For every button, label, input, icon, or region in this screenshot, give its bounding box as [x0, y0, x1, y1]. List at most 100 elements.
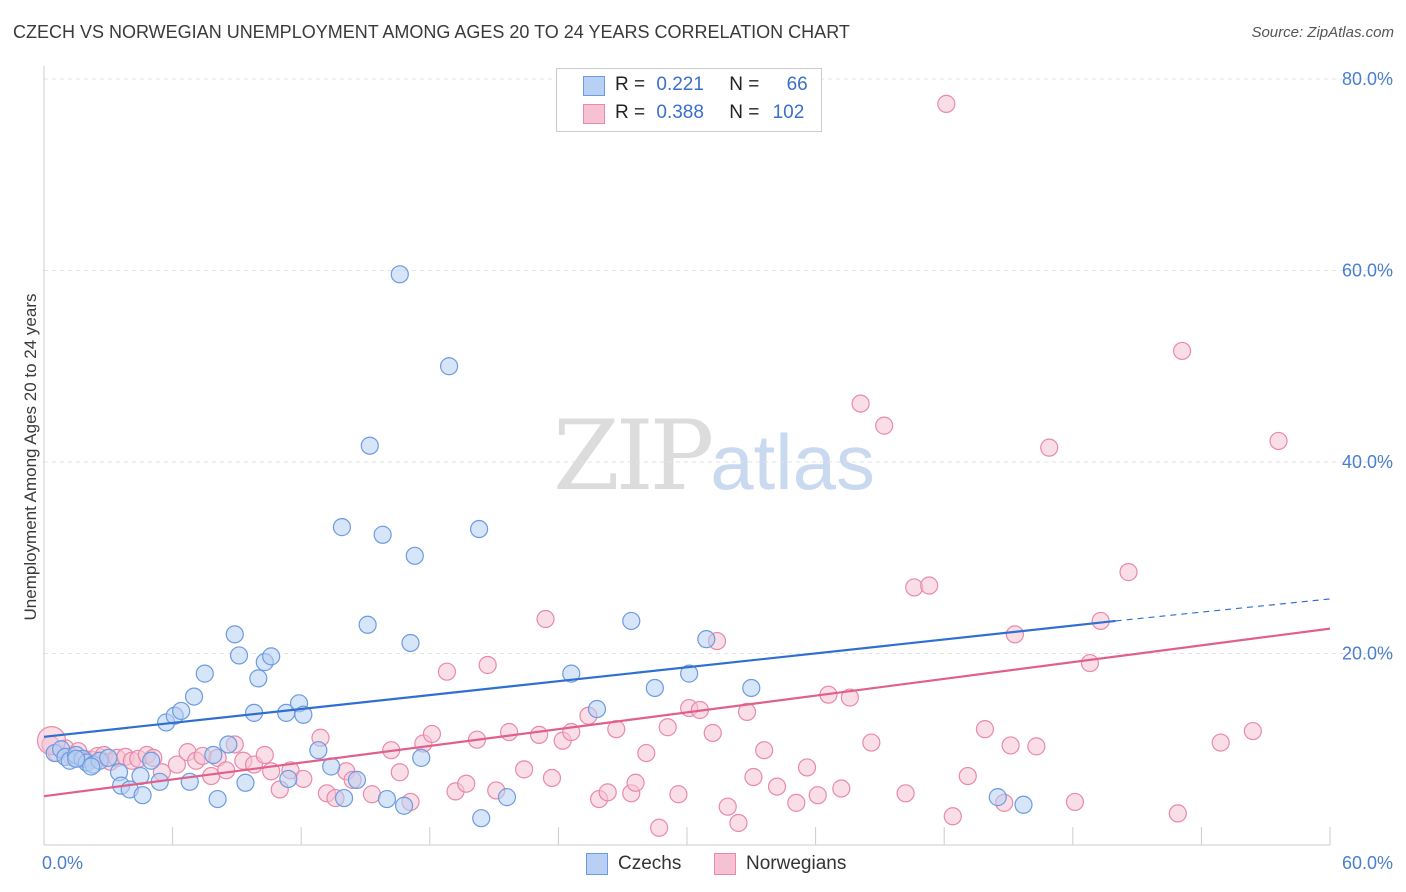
norwegians-point — [515, 760, 534, 779]
norwegians-point — [797, 758, 817, 777]
norwegians-point — [422, 724, 442, 744]
legend-r-value: 0.388 — [656, 102, 704, 123]
czechs-point — [469, 519, 489, 539]
czechs-point — [377, 789, 397, 809]
czechs-point — [622, 611, 641, 631]
czechs-point — [680, 664, 699, 683]
legend-r-value: 0.221 — [656, 74, 704, 95]
czechs-point — [497, 788, 517, 807]
y-tick-label: 80.0% — [1342, 69, 1393, 89]
norwegians-point — [658, 718, 677, 737]
norwegians-point — [729, 813, 748, 833]
norwegians-point — [737, 702, 757, 722]
czechs-point — [294, 705, 313, 724]
czechs-trend-extension — [1115, 598, 1331, 622]
czechs-point — [225, 625, 244, 644]
norwegians-point — [808, 786, 827, 805]
chart-title: CZECH VS NORWEGIAN UNEMPLOYMENT AMONG AG… — [13, 22, 850, 42]
czechs-points — [45, 265, 1033, 828]
norwegians-point — [920, 576, 939, 595]
norwegians-point — [958, 766, 977, 786]
czechs-swatch — [583, 76, 605, 96]
norwegians-point — [637, 743, 656, 763]
norwegians-point — [744, 767, 763, 787]
norwegians-point — [1001, 736, 1020, 755]
norwegians-point — [1211, 733, 1230, 752]
czechs-point — [195, 664, 214, 683]
czechs-point — [219, 735, 238, 754]
czechs-point — [587, 699, 607, 719]
czechs-point — [262, 647, 281, 666]
x-tick-label: 60.0% — [1342, 853, 1393, 873]
czechs-point — [373, 525, 392, 544]
czechs-point — [184, 687, 204, 706]
norwegians-point — [703, 723, 722, 743]
norwegians-point — [536, 609, 555, 629]
czechs-point — [208, 789, 227, 809]
norwegians-point — [1173, 341, 1192, 361]
norwegians-point — [478, 655, 497, 675]
y-tick-label: 20.0% — [1342, 644, 1393, 664]
czechs-point — [347, 770, 367, 789]
czechs-point — [133, 786, 152, 805]
norwegians-point — [437, 662, 457, 681]
czechs-point — [236, 773, 255, 792]
norwegians-trend-line — [43, 627, 1331, 798]
norwegians-point — [542, 768, 562, 788]
norwegians-legend-label: Norwegians — [746, 853, 847, 874]
norwegians-point — [840, 688, 859, 707]
czechs-point — [67, 749, 86, 768]
source-label: Source: ZipAtlas.com — [1251, 24, 1394, 41]
norwegians-point — [626, 773, 645, 792]
czechs-trend-line — [43, 619, 1116, 738]
czechs-point — [697, 630, 716, 649]
czechs-point — [988, 788, 1007, 807]
norwegians-points — [36, 94, 1288, 837]
legend-n-value: 66 — [786, 74, 808, 95]
y-tick-label: 40.0% — [1342, 452, 1393, 472]
czechs-point — [332, 518, 352, 537]
norwegians-point — [390, 763, 409, 782]
czechs-point — [390, 265, 409, 284]
czechs-point — [360, 436, 379, 455]
czechs-point — [249, 669, 268, 688]
norwegians-point — [905, 578, 924, 597]
norwegians-point — [875, 416, 894, 435]
czechs-point — [309, 741, 328, 760]
czechs-point — [439, 357, 459, 376]
czechs-legend-label: Czechs — [618, 853, 682, 874]
norwegians-point — [217, 761, 236, 780]
legend-n-value: 102 — [772, 102, 805, 123]
legend-r-label: R = — [615, 102, 646, 123]
norwegians-point — [650, 818, 669, 837]
norwegians-point — [767, 777, 787, 796]
norwegians-point — [975, 720, 995, 739]
norwegians-point — [598, 783, 617, 802]
tick-labels: 20.0% 40.0% 60.0% 80.0% 0.0% 60.0% — [42, 69, 1393, 873]
norwegians-point — [1269, 431, 1288, 451]
norwegians-point — [255, 745, 274, 765]
norwegians-point — [1080, 653, 1100, 673]
correlation-legend: R = 0.221 N = 66 R = 0.388 N = 102 — [556, 68, 822, 132]
trend-lines — [43, 598, 1331, 798]
norwegians-point — [896, 784, 915, 803]
norwegians-point — [1168, 804, 1187, 823]
norwegians-point — [1040, 438, 1059, 457]
norwegians-point — [862, 733, 881, 752]
norwegians-point — [1243, 721, 1262, 741]
czechs-point — [99, 748, 118, 767]
norwegians-point — [362, 785, 382, 804]
axes — [43, 66, 1331, 846]
norwegians-point — [500, 722, 519, 742]
czechs-point — [279, 769, 298, 789]
czechs-point — [405, 546, 424, 565]
norwegians-point — [1027, 737, 1046, 756]
norwegians-point — [669, 785, 688, 804]
norwegians-legend-swatch — [714, 853, 736, 875]
norwegians-point — [718, 797, 737, 816]
y-axis-title: Unemployment Among Ages 20 to 24 years — [21, 294, 40, 621]
czechs-point — [172, 701, 191, 721]
czechs-point — [334, 788, 354, 808]
legend-n-label: N = — [729, 74, 760, 95]
